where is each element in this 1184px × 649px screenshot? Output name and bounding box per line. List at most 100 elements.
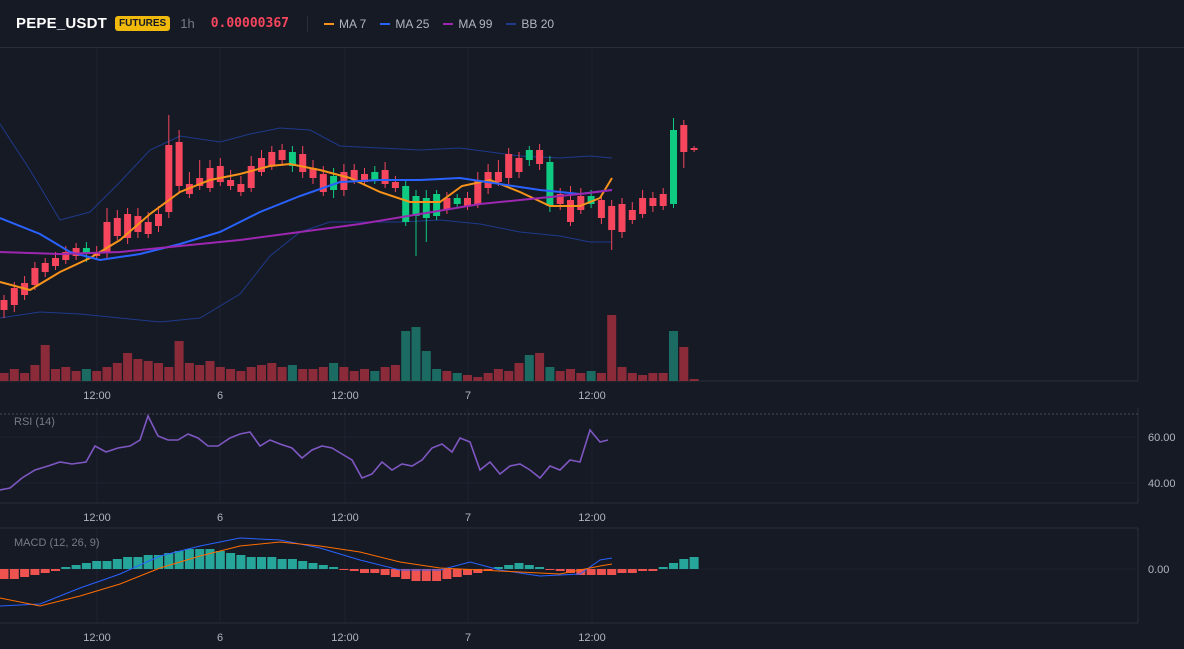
volume-bar xyxy=(504,371,514,381)
volume-bar xyxy=(596,373,606,381)
volume-bar xyxy=(421,351,431,381)
macd-histogram-bar xyxy=(226,553,236,569)
macd-histogram-bar xyxy=(184,549,194,569)
candle-body xyxy=(278,150,286,160)
time-axis-label: 12:00 xyxy=(83,390,111,402)
candle-body xyxy=(505,154,513,178)
volume-bar xyxy=(638,375,648,381)
volume-bar xyxy=(524,355,534,381)
macd-histogram-bar xyxy=(339,569,349,570)
candle-body xyxy=(175,142,183,186)
time-axis-label: 12:00 xyxy=(578,390,606,402)
macd-histogram-bar xyxy=(287,559,297,569)
macd-histogram-bar xyxy=(81,563,91,569)
macd-histogram-bar xyxy=(607,569,617,575)
legend-item[interactable]: BB 20 xyxy=(506,17,554,31)
macd-histogram-bar xyxy=(308,563,318,569)
macd-histogram-bar xyxy=(133,557,143,569)
candle-body xyxy=(453,198,461,204)
macd-histogram-bar xyxy=(432,569,442,581)
bb-upper xyxy=(0,123,613,221)
macd-histogram-bar xyxy=(401,569,411,579)
candle-body xyxy=(103,222,111,252)
candle-body xyxy=(237,184,245,192)
legend-item[interactable]: MA 25 xyxy=(380,17,429,31)
macd-histogram-bar xyxy=(215,551,225,569)
legend-swatch xyxy=(380,22,391,25)
candle-body xyxy=(422,198,430,218)
volume-bar xyxy=(545,367,555,381)
volume-bar xyxy=(123,353,133,381)
candle-body xyxy=(597,200,605,218)
volume-bar xyxy=(318,367,328,381)
time-axis-label: 6 xyxy=(217,512,223,524)
volume-bar xyxy=(20,373,30,381)
macd-histogram-bar xyxy=(658,567,668,569)
macd-line xyxy=(0,537,613,607)
candle-body xyxy=(10,288,18,305)
macd-histogram-bar xyxy=(555,569,565,571)
macd-histogram-bar xyxy=(9,569,19,579)
rsi-tick: 60.00 xyxy=(1148,432,1176,444)
macd-histogram-bar xyxy=(298,561,308,569)
volume-bar xyxy=(576,373,586,381)
rsi-pane xyxy=(0,413,609,491)
candle-body xyxy=(474,180,482,204)
symbol-name[interactable]: PEPE_USDT xyxy=(16,15,107,32)
macd-histogram-bar xyxy=(329,567,339,569)
macd-tick: 0.00 xyxy=(1148,564,1169,576)
volume-bar xyxy=(452,373,462,381)
macd-histogram-bar xyxy=(473,569,483,573)
time-axis-label: 7 xyxy=(465,512,471,524)
macd-signal-line xyxy=(0,541,613,607)
candle-body xyxy=(567,200,574,222)
legend-label: MA 99 xyxy=(458,16,493,31)
ma7-line xyxy=(0,162,613,292)
candle-body xyxy=(155,214,162,226)
macd-histogram-bar xyxy=(154,555,163,569)
candle-body xyxy=(299,154,307,172)
macd-histogram-bar xyxy=(143,555,153,569)
candle-body xyxy=(381,170,389,184)
legend-item[interactable]: MA 99 xyxy=(443,17,492,31)
candle-body xyxy=(649,198,657,206)
volume-bar xyxy=(267,363,277,381)
macd-histogram-bar xyxy=(648,569,658,571)
volume-bar xyxy=(339,367,349,381)
candle-body xyxy=(618,204,626,232)
macd-histogram-bar xyxy=(586,569,596,575)
volume-bar xyxy=(308,369,318,381)
macd-histogram-bar xyxy=(452,569,462,577)
time-axis-label: 7 xyxy=(465,632,471,644)
candle-body xyxy=(484,172,492,188)
volume-bar xyxy=(380,367,390,381)
macd-histogram-bar xyxy=(617,569,627,573)
volume-bar xyxy=(473,377,483,381)
interval-selector[interactable]: 1h xyxy=(180,16,195,31)
macd-histogram-bar xyxy=(257,557,266,569)
macd-histogram-bar xyxy=(205,549,215,569)
time-axis-label: 12:00 xyxy=(331,390,359,402)
macd-histogram-bar xyxy=(360,569,369,573)
macd-histogram-bar xyxy=(195,549,205,569)
candle-body xyxy=(494,172,502,182)
macd-histogram-bar xyxy=(30,569,40,575)
volume-bar xyxy=(349,371,359,381)
macd-histogram-bar xyxy=(493,567,503,569)
candle-body xyxy=(433,194,441,216)
volume-bar xyxy=(329,363,339,381)
volume-bar xyxy=(648,373,658,381)
candle-body xyxy=(536,150,544,164)
time-axis-label: 12:00 xyxy=(331,512,359,524)
candle-body xyxy=(227,180,235,186)
candle-body xyxy=(206,168,214,188)
macd-histogram-bar xyxy=(524,565,534,569)
volume-bar xyxy=(669,331,678,381)
bb-lower xyxy=(0,219,612,323)
candle-body xyxy=(412,196,420,216)
legend-item[interactable]: MA 7 xyxy=(323,17,366,31)
volume-bar xyxy=(102,367,112,381)
volume-bar xyxy=(30,365,40,381)
volume-bar xyxy=(483,373,493,381)
